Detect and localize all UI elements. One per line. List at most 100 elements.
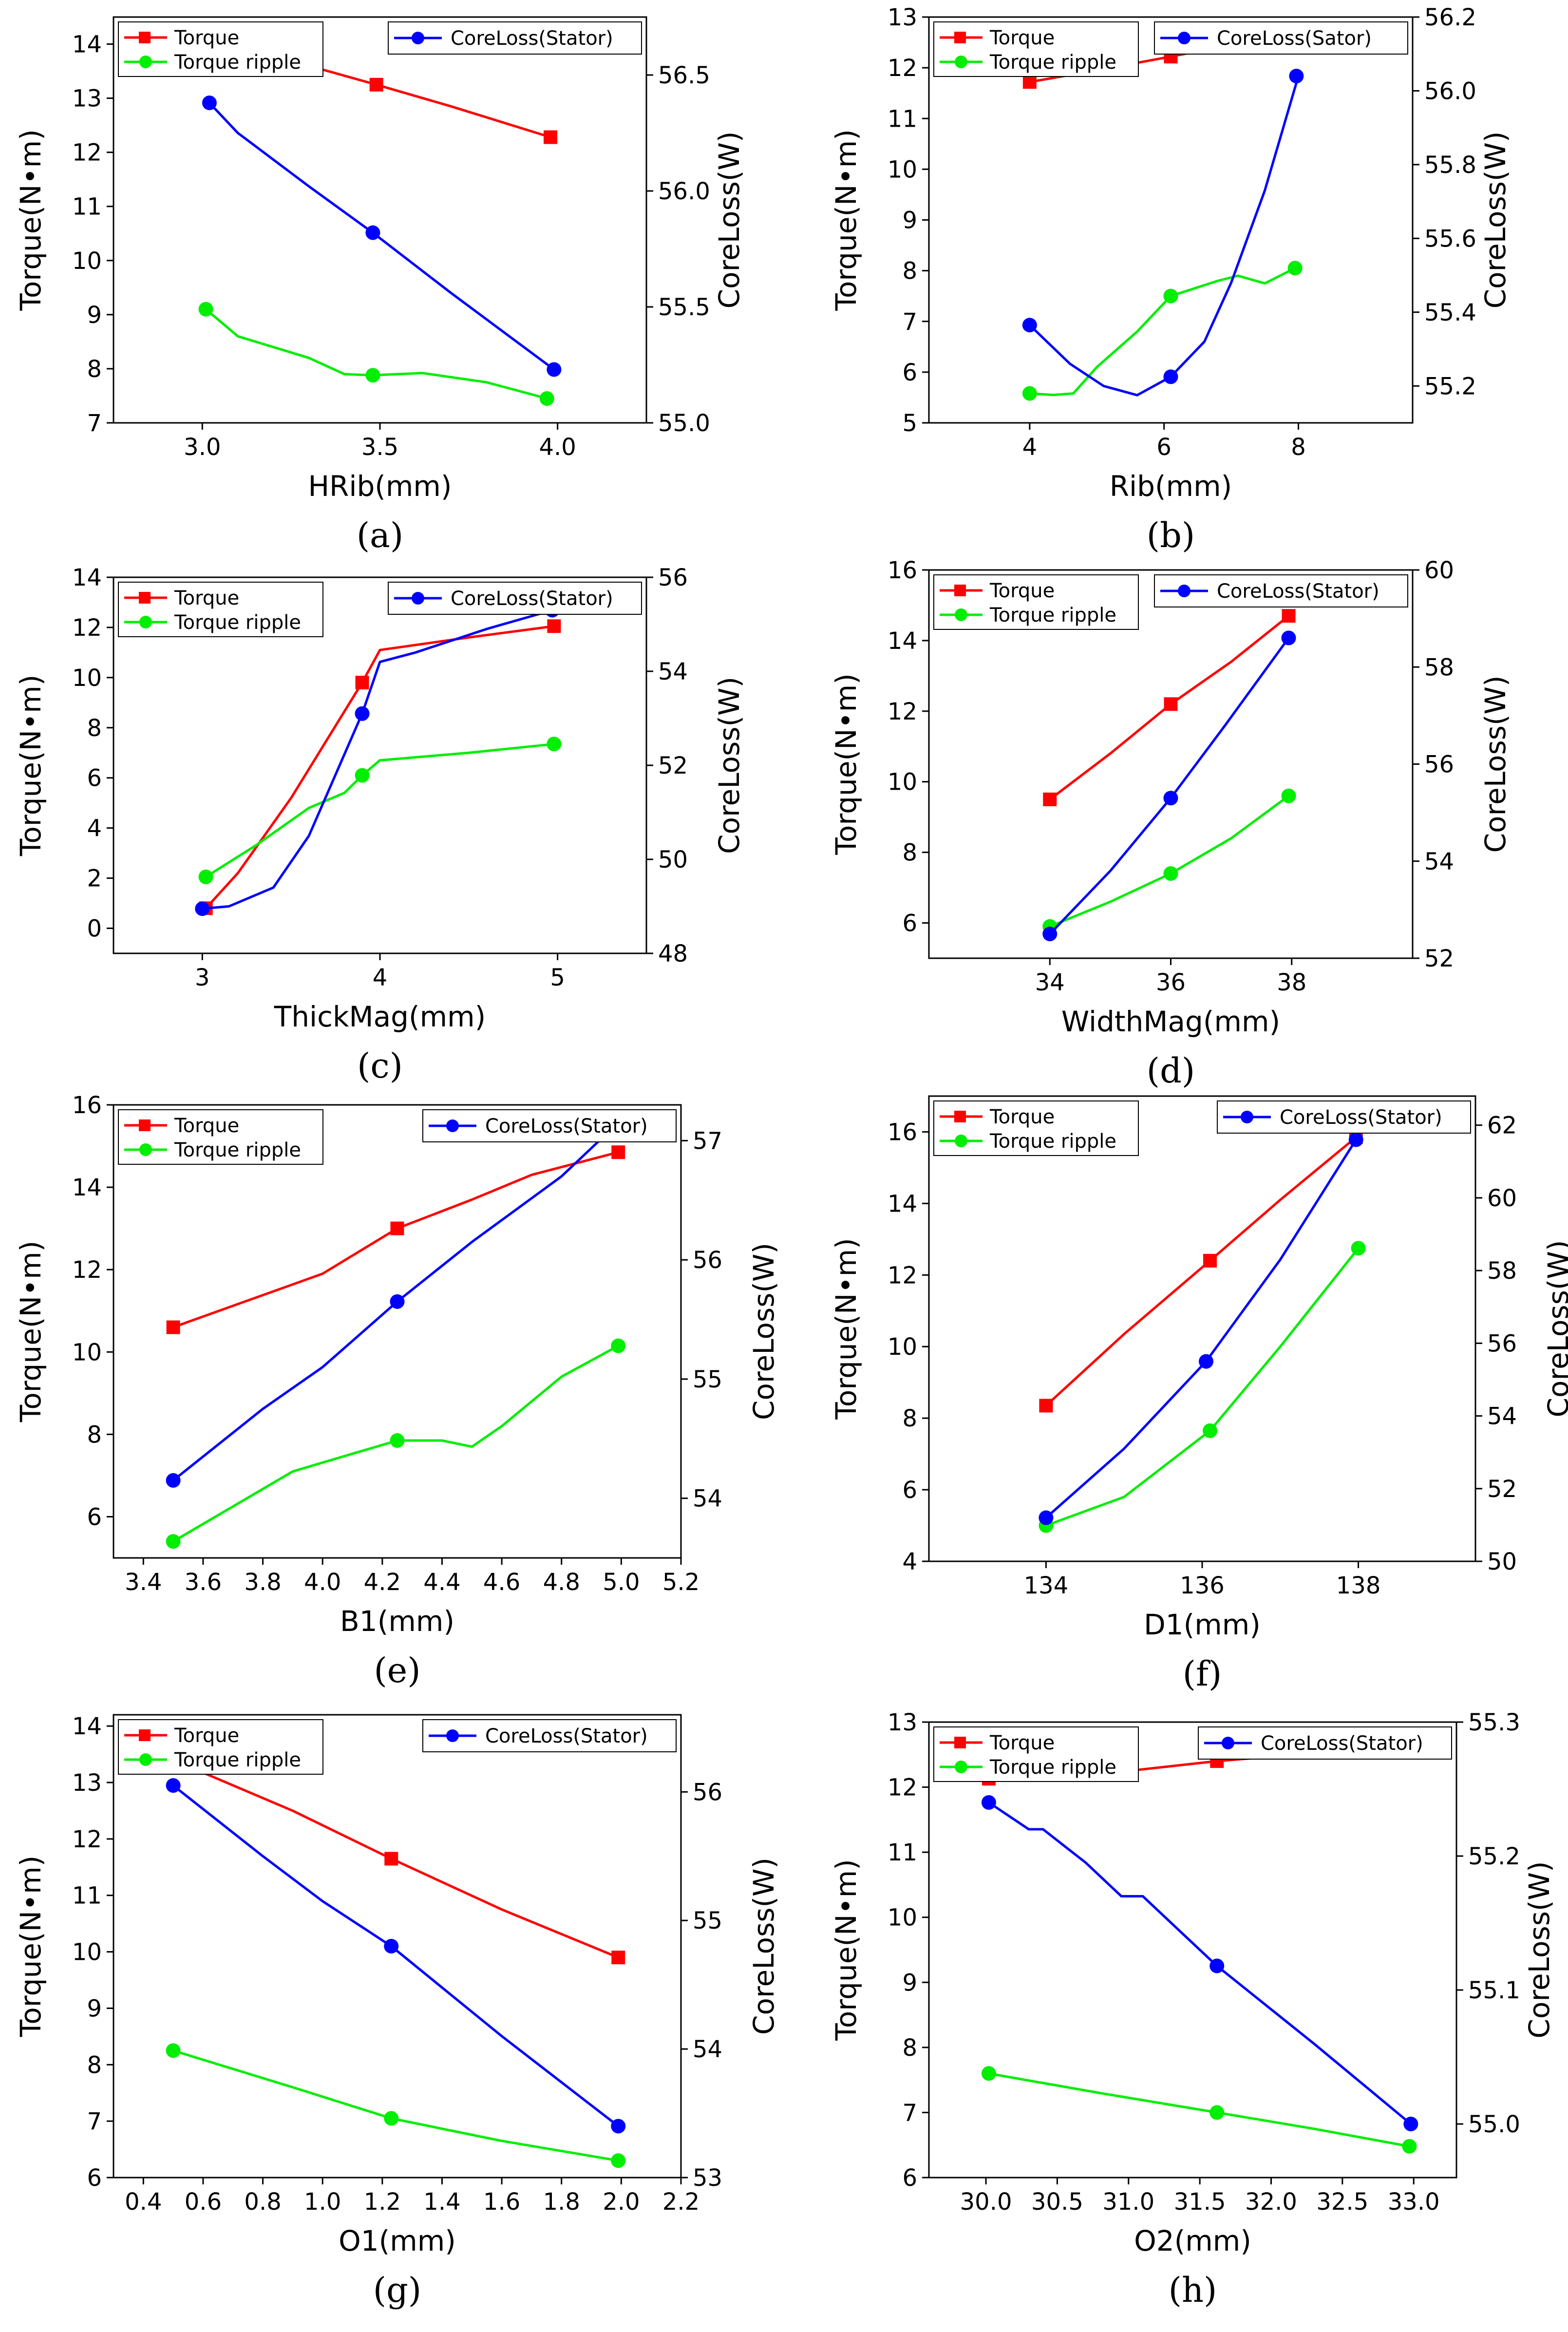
data-point bbox=[544, 130, 558, 144]
y-left-tick-label: 10 bbox=[72, 664, 102, 692]
y-left-tick-label: 11 bbox=[72, 193, 102, 221]
data-point bbox=[1043, 792, 1057, 806]
y-right-tick-label: 55.2 bbox=[1424, 373, 1476, 400]
x-tick-label: 36 bbox=[1156, 969, 1186, 996]
y-right-tick-label: 50 bbox=[658, 846, 688, 873]
y-right-tick-label: 54 bbox=[1424, 848, 1454, 875]
data-point bbox=[365, 225, 380, 240]
x-tick-label: 138 bbox=[1336, 1572, 1381, 1599]
data-point bbox=[1282, 609, 1296, 623]
plot-frame bbox=[928, 1095, 1476, 1562]
y-left-tick-label: 8 bbox=[87, 715, 102, 742]
y-left-tick-label: 4 bbox=[902, 1548, 917, 1575]
x-axis-title: WidthMag(mm) bbox=[1061, 1005, 1280, 1038]
x-tick-label: 4 bbox=[1022, 434, 1038, 461]
y-right-tick-label: 58 bbox=[1487, 1257, 1517, 1285]
legend-marker bbox=[1222, 1737, 1234, 1749]
x-tick-label: 3 bbox=[195, 964, 210, 991]
y-left-tick-label: 10 bbox=[72, 1339, 102, 1366]
y-right-tick-label: 60 bbox=[1487, 1185, 1517, 1212]
data-point bbox=[1042, 927, 1058, 942]
y-right-tick-label: 55.4 bbox=[1424, 299, 1476, 326]
legend-label: Torque bbox=[989, 27, 1055, 49]
data-point bbox=[1022, 318, 1037, 333]
y-left-tick-label: 7 bbox=[902, 2099, 917, 2126]
y-left-tick-label: 6 bbox=[902, 910, 917, 937]
y-left-tick-label: 10 bbox=[888, 1333, 917, 1361]
y-right-tick-label: 55.8 bbox=[1424, 152, 1476, 179]
data-point bbox=[202, 95, 217, 111]
legend-marker bbox=[954, 1737, 966, 1748]
legend-marker bbox=[139, 1143, 152, 1156]
x-axis-title: ThickMag(mm) bbox=[274, 1000, 486, 1033]
legend-label: Torque ripple bbox=[174, 51, 301, 74]
y-right-tick-label: 55 bbox=[693, 1907, 722, 1934]
x-tick-label: 1.4 bbox=[423, 2188, 460, 2216]
data-point bbox=[166, 1534, 181, 1549]
x-tick-label: 4.0 bbox=[539, 434, 576, 461]
y-left-tick-label: 7 bbox=[87, 410, 102, 437]
panel-label: (b) bbox=[1147, 515, 1195, 555]
y-right-tick-label: 55.2 bbox=[1468, 1843, 1520, 1870]
legend-marker bbox=[1178, 32, 1190, 44]
legend-marker bbox=[954, 32, 966, 43]
y-left-tick-label: 12 bbox=[888, 55, 917, 82]
series-line bbox=[205, 308, 548, 400]
y-left-tick-label: 8 bbox=[902, 2034, 917, 2062]
y-left-tick-label: 14 bbox=[72, 31, 102, 58]
y-right-tick-label: 48 bbox=[658, 940, 688, 967]
legend-marker bbox=[955, 1761, 967, 1773]
y-left-tick-label: 13 bbox=[888, 1709, 917, 1736]
data-point bbox=[611, 1145, 625, 1159]
x-tick-label: 8 bbox=[1291, 434, 1306, 461]
y-left-axis-title: Torque(N•m) bbox=[14, 1241, 47, 1423]
y-right-tick-label: 56 bbox=[1487, 1330, 1517, 1357]
x-axis-title: O1(mm) bbox=[339, 2224, 456, 2257]
legend-label: Torque ripple bbox=[989, 51, 1116, 74]
x-tick-label: 0.6 bbox=[185, 2188, 222, 2216]
y-left-tick-label: 10 bbox=[888, 156, 917, 183]
y-left-tick-label: 6 bbox=[902, 1477, 917, 1504]
y-left-axis-title: Torque(N•m) bbox=[14, 129, 47, 311]
panel-label: (h) bbox=[1169, 2270, 1217, 2310]
chart-panel-b: 4 6 8 5 6 7 8 9 10 11 12 13 55.2 55.4 55.6 55.8 56.0 56.2… bbox=[830, 4, 1512, 555]
x-tick-label: 3.4 bbox=[125, 1569, 162, 1596]
legend-box-left bbox=[933, 1100, 1139, 1156]
legend-label: Torque ripple bbox=[174, 611, 301, 634]
y-left-tick-label: 14 bbox=[72, 1713, 102, 1740]
data-point bbox=[1163, 866, 1178, 881]
x-tick-label: 4.2 bbox=[364, 1569, 401, 1596]
y-right-tick-label: 54 bbox=[658, 658, 688, 685]
x-tick-label: 1.6 bbox=[483, 2188, 520, 2216]
legend-label: CoreLoss(Stator) bbox=[1261, 1732, 1423, 1755]
data-point bbox=[369, 77, 383, 92]
legend-box-left bbox=[933, 21, 1139, 77]
y-right-tick-label: 56 bbox=[658, 564, 688, 591]
series-line bbox=[1045, 1247, 1360, 1527]
panel-label: (e) bbox=[374, 1650, 420, 1690]
data-point bbox=[1163, 791, 1178, 806]
data-point bbox=[981, 1795, 996, 1810]
y-left-axis-title: Torque(N•m) bbox=[830, 129, 863, 311]
legend-label: CoreLoss(Stator) bbox=[451, 588, 613, 610]
y-right-tick-label: 56 bbox=[1424, 751, 1454, 778]
series-line bbox=[1049, 637, 1290, 935]
y-left-tick-label: 6 bbox=[87, 2164, 102, 2192]
y-right-tick-label: 52 bbox=[1424, 945, 1454, 972]
legend-box-left bbox=[118, 21, 323, 77]
data-point bbox=[611, 2153, 626, 2168]
panel-label: (f) bbox=[1183, 1654, 1222, 1694]
legend-label: CoreLoss(Stator) bbox=[1280, 1106, 1442, 1129]
y-left-tick-label: 13 bbox=[72, 85, 102, 113]
y-left-tick-label: 12 bbox=[72, 614, 102, 642]
legend-marker bbox=[412, 32, 424, 44]
x-axis-title: B1(mm) bbox=[340, 1605, 454, 1638]
legend-marker bbox=[412, 592, 424, 605]
data-point bbox=[1403, 2117, 1418, 2131]
data-point bbox=[1348, 1132, 1363, 1147]
series-line bbox=[1045, 1139, 1357, 1519]
y-left-tick-label: 8 bbox=[87, 1421, 102, 1448]
series-line bbox=[1029, 76, 1300, 397]
x-tick-label: 1.8 bbox=[543, 2188, 580, 2216]
data-point bbox=[1281, 788, 1296, 803]
